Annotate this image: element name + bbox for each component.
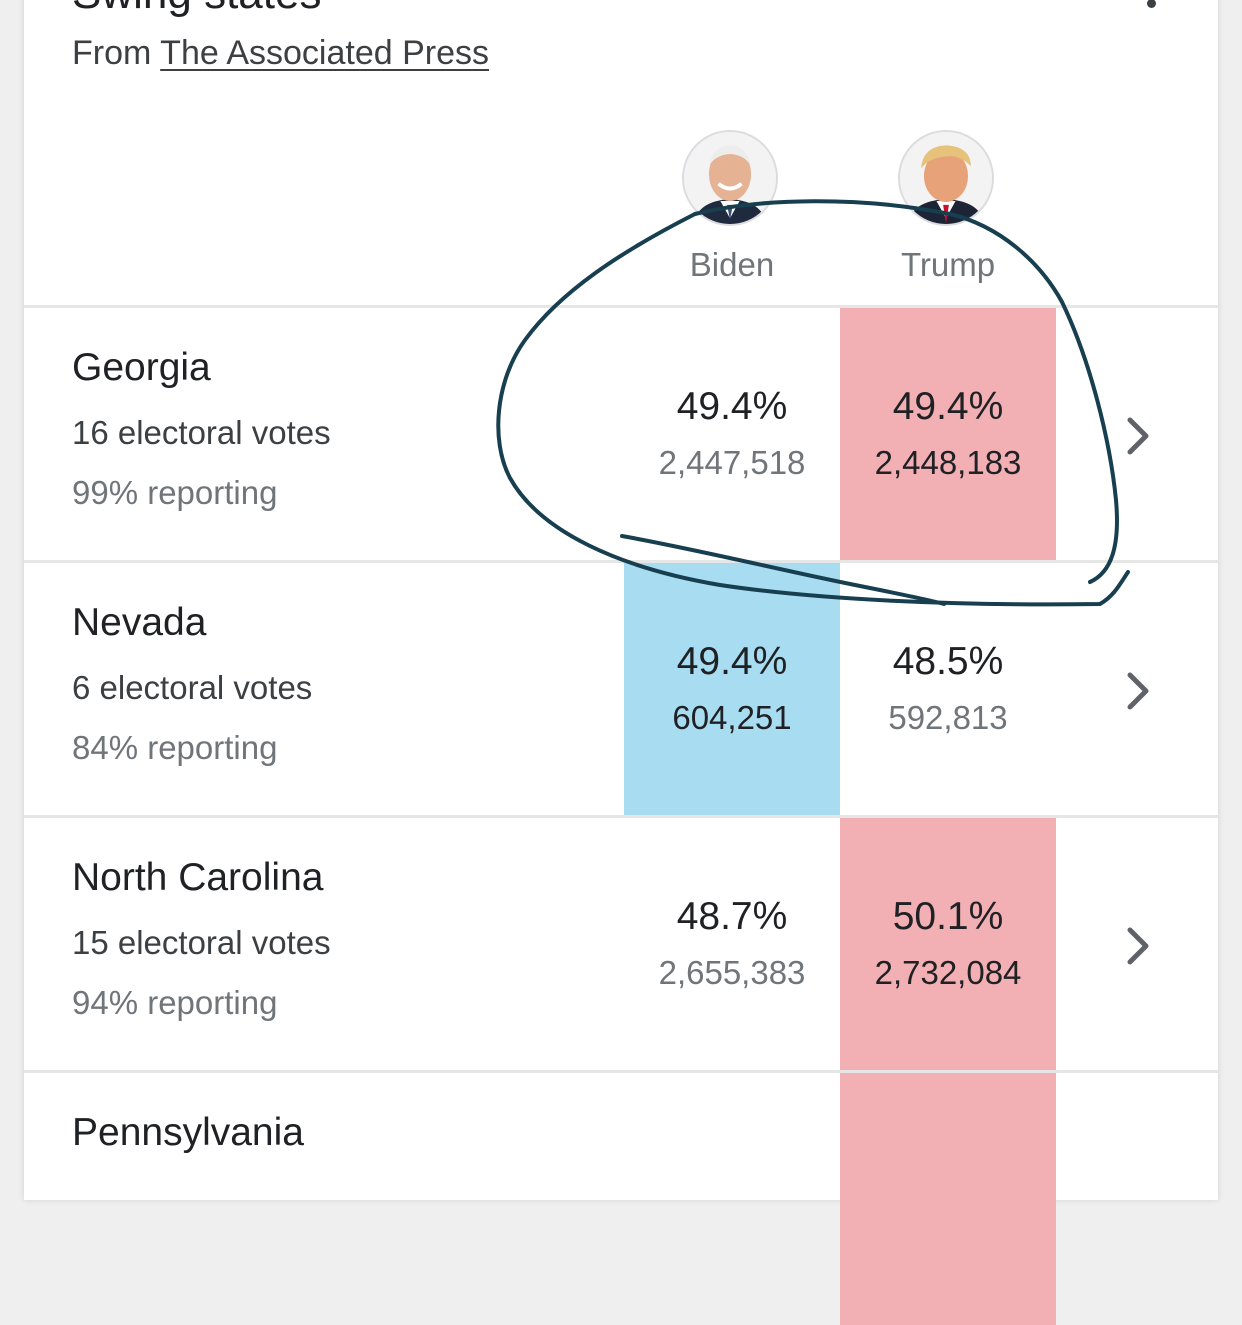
reporting-status: 84% reporting xyxy=(72,729,278,766)
biden-pct: 49.4% xyxy=(676,385,788,428)
swing-states-card: Swing states From The Associated Press B… xyxy=(24,0,1218,1325)
card-title: Swing states xyxy=(72,0,321,24)
trump-avatar xyxy=(898,130,994,226)
trump-votes: 2,732,084 xyxy=(874,954,1022,991)
biden-votes: 2,655,383 xyxy=(658,954,806,991)
trump-result-cell: 48.5% 592,813 xyxy=(840,563,1056,815)
trump-votes: 592,813 xyxy=(888,699,1008,736)
state-row-pennsylvania[interactable]: Pennsylvania xyxy=(24,1073,1218,1325)
state-row-georgia[interactable]: Georgia 16 electoral votes 99% reporting… xyxy=(24,308,1218,560)
trump-result-cell xyxy=(840,1073,1056,1325)
biden-pct: 48.7% xyxy=(676,895,788,938)
biden-result-cell: 49.4% 604,251 xyxy=(624,563,840,815)
more-vert-icon[interactable] xyxy=(1136,0,1166,8)
trump-pct: 50.1% xyxy=(892,895,1004,938)
candidate-name-trump: Trump xyxy=(900,246,996,283)
biden-votes: 604,251 xyxy=(672,699,792,736)
source-prefix: From xyxy=(72,34,152,72)
divider xyxy=(24,1070,1218,1073)
state-name: Pennsylvania xyxy=(72,1111,304,1154)
electoral-votes: 16 electoral votes xyxy=(72,414,331,451)
biden-votes: 2,447,518 xyxy=(658,444,806,481)
trump-pct: 49.4% xyxy=(892,385,1004,428)
state-name: North Carolina xyxy=(72,856,324,899)
trump-result-cell: 50.1% 2,732,084 xyxy=(840,818,1056,1070)
trump-pct: 48.5% xyxy=(892,640,1004,683)
candidate-name-biden: Biden xyxy=(689,246,775,283)
divider xyxy=(24,815,1218,818)
chevron-right-icon[interactable] xyxy=(1120,414,1156,458)
trump-result-cell: 49.4% 2,448,183 xyxy=(840,308,1056,560)
reporting-status: 94% reporting xyxy=(72,984,278,1021)
state-row-north-carolina[interactable]: North Carolina 15 electoral votes 94% re… xyxy=(24,818,1218,1070)
state-row-nevada[interactable]: Nevada 6 electoral votes 84% reporting 4… xyxy=(24,563,1218,815)
electoral-votes: 15 electoral votes xyxy=(72,924,331,961)
chevron-right-icon[interactable] xyxy=(1120,669,1156,713)
trump-votes: 2,448,183 xyxy=(874,444,1022,481)
chevron-right-icon[interactable] xyxy=(1120,924,1156,968)
state-name: Georgia xyxy=(72,346,211,389)
source-line: From The Associated Press xyxy=(72,34,489,73)
reporting-status: 99% reporting xyxy=(72,474,278,511)
biden-pct: 49.4% xyxy=(676,640,788,683)
state-name: Nevada xyxy=(72,601,207,644)
biden-result-cell: 49.4% 2,447,518 xyxy=(624,308,840,560)
biden-avatar xyxy=(682,130,778,226)
biden-result-cell: 48.7% 2,655,383 xyxy=(624,818,840,1070)
electoral-votes: 6 electoral votes xyxy=(72,669,313,706)
source-link[interactable]: The Associated Press xyxy=(160,34,489,72)
